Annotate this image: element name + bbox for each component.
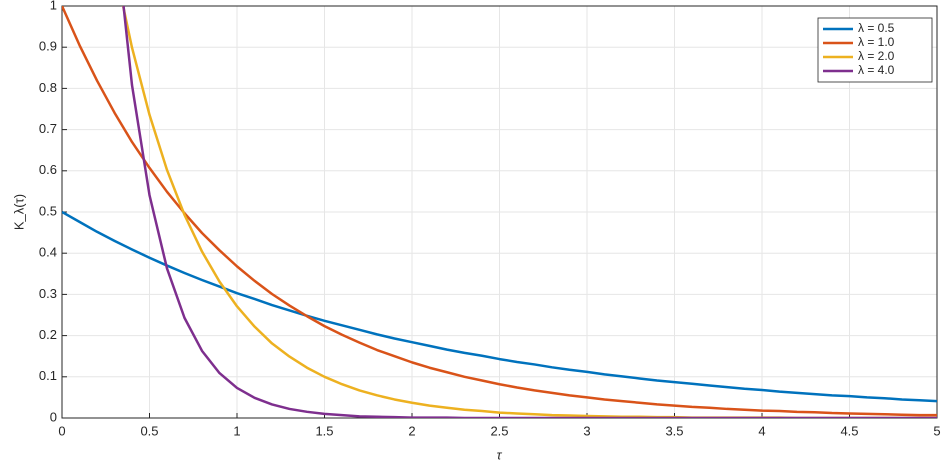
y-tick-label: 0 — [50, 409, 57, 424]
legend-label: λ = 1.0 — [858, 35, 895, 49]
series-line — [62, 210, 937, 403]
series-line — [122, 6, 937, 418]
legend-label: λ = 4.0 — [858, 63, 895, 77]
x-tick-label: 1 — [233, 423, 240, 438]
x-tick-label: 2.5 — [490, 423, 508, 438]
x-axis-label: τ — [497, 447, 503, 462]
series-line — [62, 6, 937, 417]
x-tick-label: 3 — [583, 423, 590, 438]
x-tick-label: 3.5 — [665, 423, 683, 438]
y-tick-label: 0.2 — [39, 327, 57, 342]
legend-label: λ = 0.5 — [858, 21, 895, 35]
x-tick-label: 1.5 — [315, 423, 333, 438]
y-tick-label: 0.8 — [39, 80, 57, 95]
y-tick-label: 0.6 — [39, 162, 57, 177]
y-tick-label: 0.7 — [39, 121, 57, 136]
plot-lines — [62, 6, 937, 418]
legend-label: λ = 2.0 — [858, 49, 895, 63]
y-tick-label: 0.9 — [39, 39, 57, 54]
y-tick-label: 1 — [50, 0, 57, 12]
y-tick-label: 0.3 — [39, 286, 57, 301]
x-tick-label: 4 — [758, 423, 765, 438]
x-tick-label: 5 — [933, 423, 940, 438]
y-tick-label: 0.1 — [39, 368, 57, 383]
x-tick-label: 2 — [408, 423, 415, 438]
x-tick-label: 0 — [58, 423, 65, 438]
y-tick-label: 0.5 — [39, 203, 57, 218]
y-axis-label: K_λ(τ) — [11, 194, 26, 230]
x-tick-label: 4.5 — [840, 423, 858, 438]
y-tick-label: 0.4 — [39, 245, 57, 260]
x-tick-label: 0.5 — [140, 423, 158, 438]
